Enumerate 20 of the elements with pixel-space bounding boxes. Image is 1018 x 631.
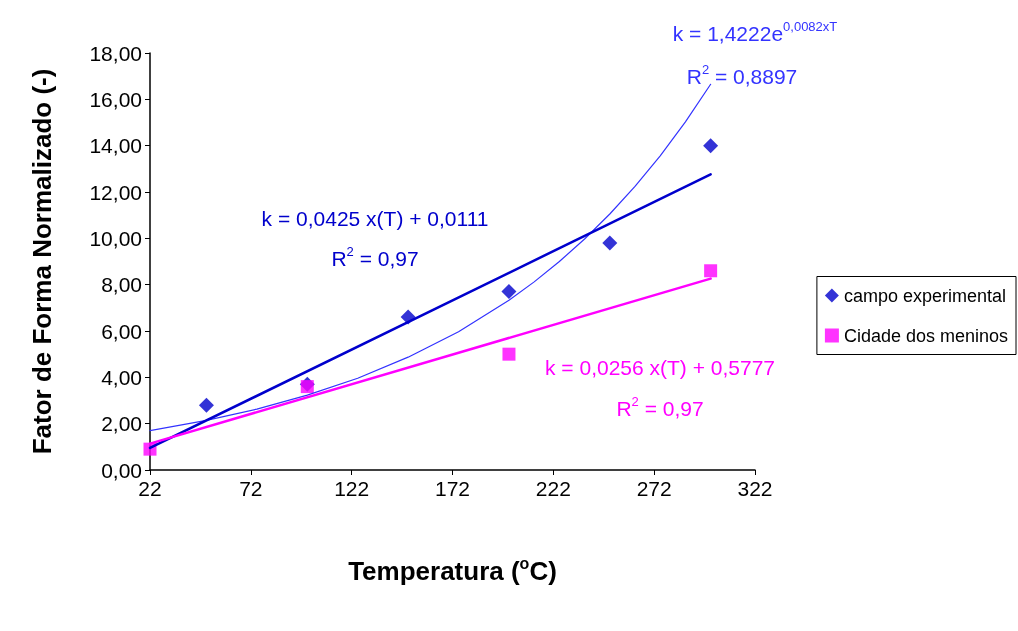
x-tick-label: 122 bbox=[334, 477, 370, 500]
x-tick-label: 272 bbox=[636, 477, 672, 500]
legend-label: Cidade dos meninos bbox=[843, 325, 1009, 346]
y-tick-label: 18,00 bbox=[89, 41, 142, 65]
y-tick-label: 6,00 bbox=[101, 319, 142, 343]
legend-label: campo experimental bbox=[843, 285, 1006, 306]
y-tick-label: 14,00 bbox=[89, 134, 142, 158]
y-axis-title: Fator de Forma Normalizado (-) bbox=[27, 68, 57, 455]
y-tick-label: 16,00 bbox=[89, 87, 142, 111]
x-tick-label: 172 bbox=[434, 477, 471, 500]
y-tick-label: 4,00 bbox=[101, 365, 142, 389]
x-tick-label: 72 bbox=[239, 477, 263, 500]
y-tick-label: 12,00 bbox=[89, 180, 142, 204]
annotation: k = 0,0425 x(T) + 0,0111 bbox=[261, 206, 489, 230]
x-tick-label: 222 bbox=[535, 477, 571, 500]
y-tick-label: 2,00 bbox=[101, 412, 142, 436]
y-tick-label: 8,00 bbox=[101, 273, 142, 297]
y-tick-label: 10,00 bbox=[89, 226, 142, 250]
annotation: k = 0,0256 x(T) + 0,5777 bbox=[545, 355, 775, 379]
x-tick-label: 322 bbox=[737, 477, 773, 500]
